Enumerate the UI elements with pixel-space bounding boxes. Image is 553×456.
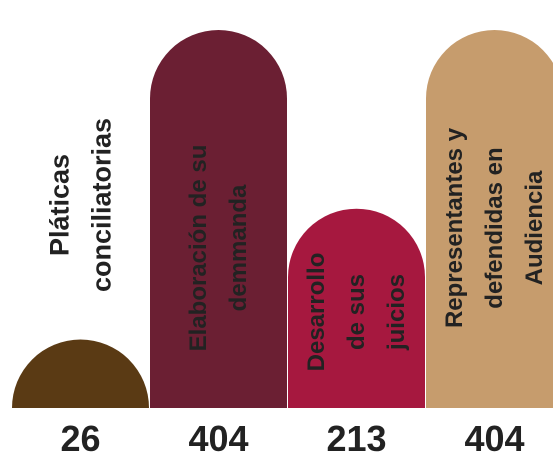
bar-1 (150, 30, 287, 408)
category-label-0: Pláticas conciliatorias (45, 118, 117, 292)
value-label-2: 213 (326, 418, 386, 456)
category-label-1-line-0: Elaboración de su (185, 145, 212, 352)
category-label-0-line-1: conciliatorias (87, 118, 117, 292)
category-label-3: Representantes y defendidas en Audiencia (441, 127, 548, 328)
value-label-3: 404 (464, 418, 524, 456)
bar-0 (12, 339, 149, 408)
category-label-2: Desarrollo de sus juicios (303, 253, 410, 372)
value-label-0: 26 (60, 418, 100, 456)
category-label-3-line-0: Representantes y (441, 127, 468, 328)
category-label-0-line-0: Pláticas (45, 154, 75, 256)
category-label-3-line-2: Audiencia (521, 170, 548, 285)
bar-2 (288, 208, 425, 408)
category-label-2-line-2: juicios (383, 274, 410, 351)
category-label-2-line-0: Desarrollo (303, 253, 330, 372)
category-label-2-line-1: de sus (343, 274, 370, 350)
bar-3 (426, 30, 553, 408)
category-label-1: Elaboración de su demmanda (185, 145, 252, 352)
value-label-1: 404 (188, 418, 248, 456)
category-label-3-line-1: defendidas en (481, 147, 508, 308)
category-label-1-line-1: demmanda (225, 184, 252, 311)
